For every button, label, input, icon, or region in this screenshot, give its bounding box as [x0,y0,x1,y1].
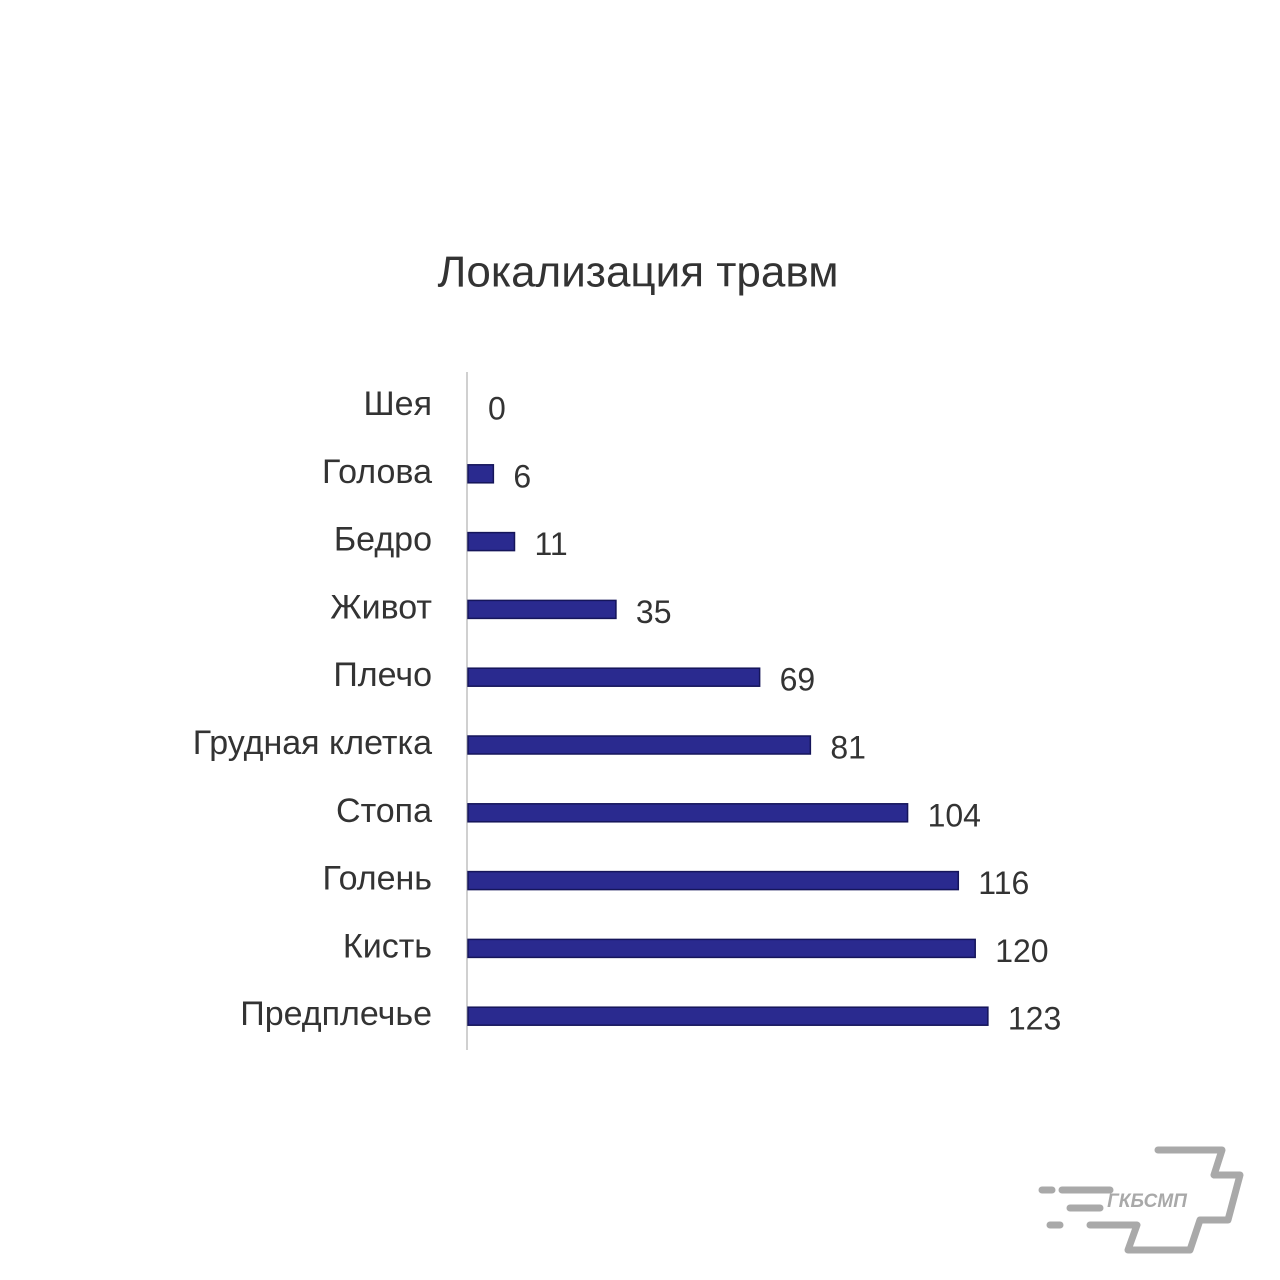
bar [467,464,495,484]
bar [467,599,617,620]
data-label: 0 [488,390,506,426]
data-label: 116 [978,865,1029,901]
bar [467,531,516,552]
bar [467,735,812,755]
y-tick-label: Стопа [336,792,432,830]
y-tick-label: Кисть [343,927,432,965]
y-tick-label: Плечо [333,656,432,694]
data-label: 81 [830,729,866,765]
y-tick-label: Грудная клетка [193,724,432,762]
data-label: 11 [534,526,567,562]
chart-title: Локализация травм [438,248,839,297]
logo-text: ГКБСМП [1107,1191,1187,1212]
data-label: 123 [1008,1001,1061,1037]
y-tick-label: Живот [330,588,432,626]
y-tick-label: Шея [364,385,432,423]
data-label: 69 [780,662,816,698]
y-tick-label: Предплечье [240,995,432,1033]
y-tick-label: Голова [322,453,432,491]
data-label: 120 [995,933,1048,969]
logo: ГКБСМП [1038,1146,1244,1254]
bar [467,1006,989,1026]
data-label: 104 [928,797,981,833]
y-tick-label: Бедро [334,521,432,559]
data-label: 35 [636,594,672,630]
logo-cross [1086,1146,1244,1254]
bar [467,667,761,687]
data-label: 6 [513,458,531,494]
bar [467,803,909,823]
bar [467,938,976,959]
y-tick-label: Голень [322,860,432,898]
bar [467,870,960,891]
